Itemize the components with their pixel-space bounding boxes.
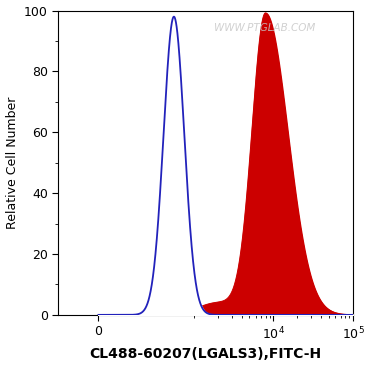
X-axis label: CL488-60207(LGALS3),FITC-H: CL488-60207(LGALS3),FITC-H	[90, 348, 322, 361]
Text: WWW.PTGLAB.COM: WWW.PTGLAB.COM	[214, 23, 315, 33]
Y-axis label: Relative Cell Number: Relative Cell Number	[6, 97, 18, 229]
